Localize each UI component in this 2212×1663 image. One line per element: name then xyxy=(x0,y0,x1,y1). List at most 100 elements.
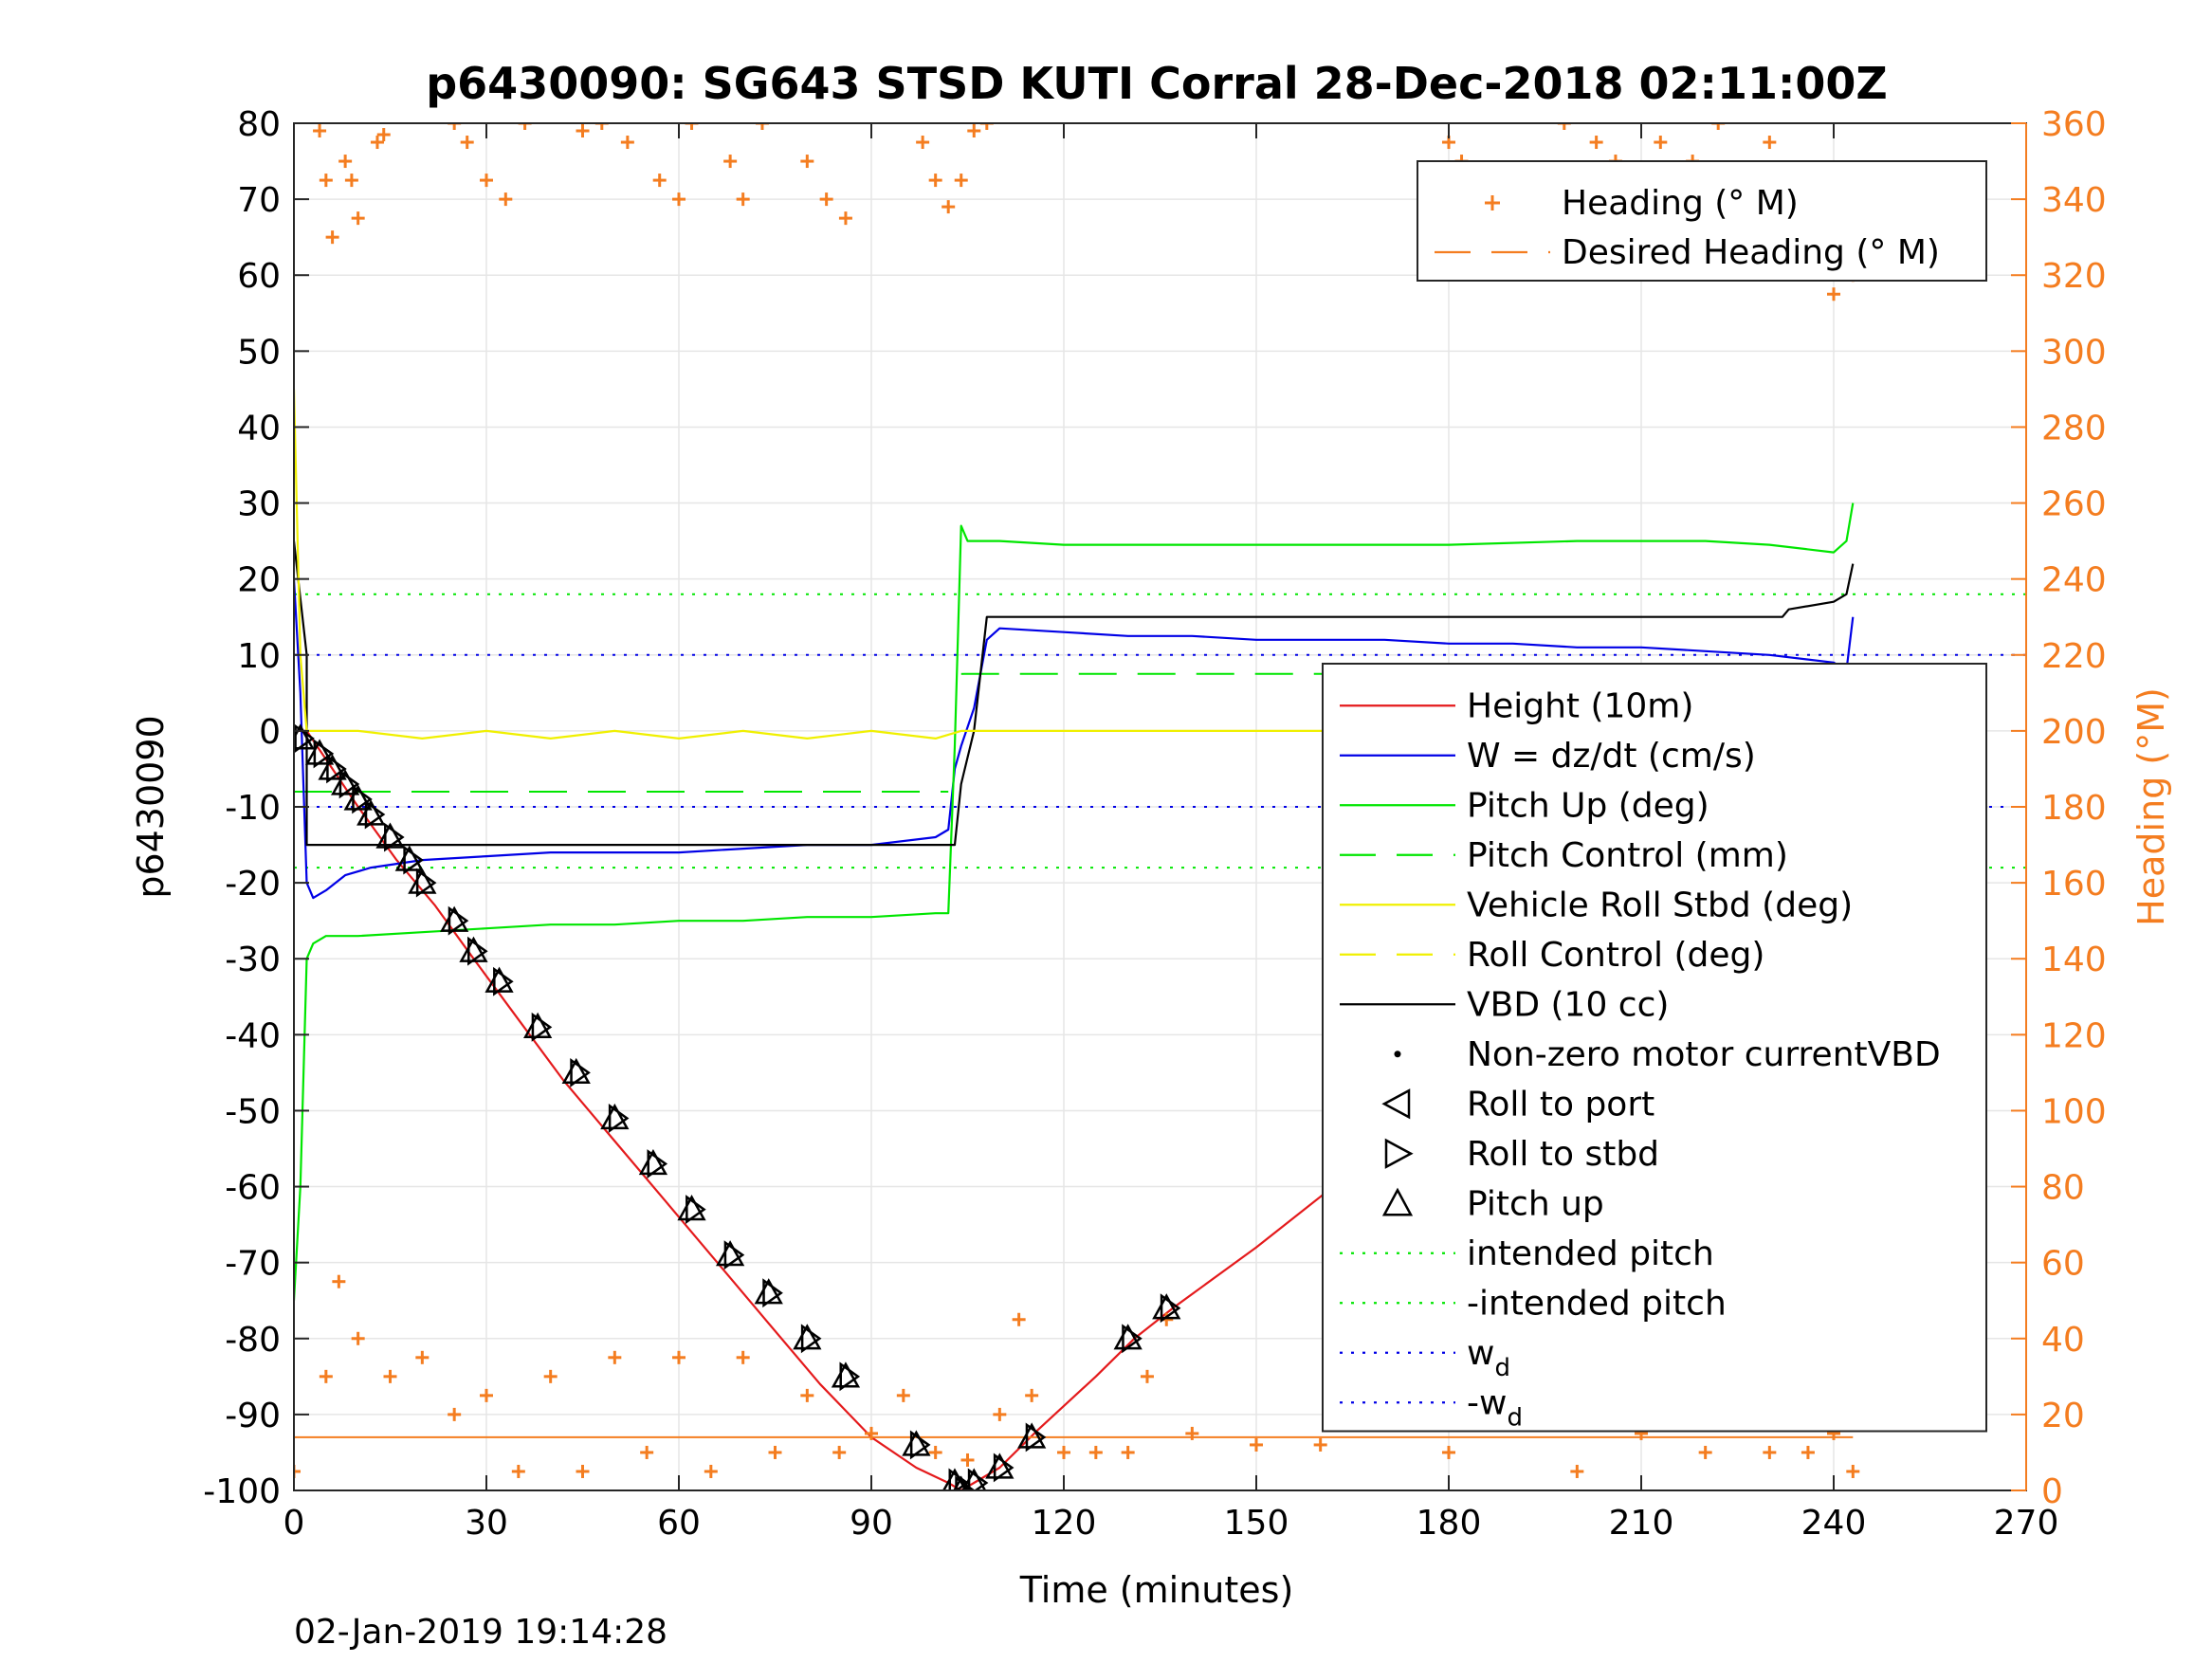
legend-label-text: Roll to stbd xyxy=(1467,1135,1659,1174)
heading-point xyxy=(480,1388,493,1402)
y-tick-label: -60 xyxy=(225,1169,281,1208)
roll-stbd-marker xyxy=(723,1240,745,1270)
heading-point xyxy=(755,123,769,130)
y-tick-label: 80 xyxy=(237,105,281,144)
y2-tick-label: 60 xyxy=(2041,1245,2085,1284)
legend-label: -wd xyxy=(1467,1383,1523,1432)
heading-point xyxy=(800,155,814,169)
y2-tick-label: 300 xyxy=(2041,333,2107,372)
heading-point xyxy=(685,123,699,130)
heading-point xyxy=(608,1350,622,1364)
heading-point xyxy=(652,174,667,188)
legend-swatch xyxy=(1384,1138,1414,1169)
roll-stbd-marker xyxy=(948,1468,970,1490)
legend-label-text: Height (10m) xyxy=(1467,686,1693,725)
heading-point xyxy=(376,128,391,142)
legend-label-text: Pitch up xyxy=(1467,1184,1604,1223)
heading-point xyxy=(704,1464,718,1478)
legend-swatch xyxy=(1381,1088,1411,1120)
legend-label: Desired Heading (° M) xyxy=(1562,233,1940,272)
heading-point xyxy=(723,155,738,169)
x-tick-label: 0 xyxy=(283,1504,305,1543)
legend-label-text: w xyxy=(1467,1334,1494,1373)
roll-stbd-marker xyxy=(955,1475,976,1490)
heading-point xyxy=(351,1331,365,1345)
heading-point xyxy=(1654,136,1668,150)
y2-tick-label: 100 xyxy=(2041,1092,2107,1131)
legend-label: -intended pitch xyxy=(1467,1284,1727,1323)
y2-axis-label: Heading (°M) xyxy=(2130,687,2172,926)
legend-label-text: -intended pitch xyxy=(1467,1284,1727,1323)
x-tick-label: 180 xyxy=(1417,1504,1482,1543)
heading-point xyxy=(499,192,513,207)
legend-label: Roll to port xyxy=(1467,1085,1654,1124)
y2-tick-label: 0 xyxy=(2041,1472,2063,1511)
heading-point xyxy=(800,1388,814,1402)
heading-point xyxy=(1025,1388,1039,1402)
legend-label: W = dz/dt (cm/s) xyxy=(1467,737,1756,776)
y-tick-label: 50 xyxy=(237,333,281,372)
y2-tick-label: 140 xyxy=(2041,941,2107,979)
y2-tick-label: 180 xyxy=(2041,789,2107,828)
legend-label: VBD (10 cc) xyxy=(1467,985,1669,1024)
x-tick-label: 90 xyxy=(850,1504,893,1543)
legend-top-box xyxy=(1417,160,1987,282)
roll-stbd-marker xyxy=(839,1361,861,1392)
legend-label-text: Vehicle Roll Stbd (deg) xyxy=(1467,886,1853,924)
heading-point xyxy=(576,1464,590,1478)
heading-point xyxy=(768,1445,782,1459)
roll-stbd-marker xyxy=(384,822,405,852)
heading-point xyxy=(967,124,981,138)
heading-point xyxy=(594,123,609,130)
heading-point xyxy=(415,1350,430,1364)
heading-point xyxy=(916,136,930,150)
roll-stbd-marker xyxy=(762,1278,783,1308)
y-tick-label: -90 xyxy=(225,1397,281,1435)
x-tick-label: 150 xyxy=(1224,1504,1289,1543)
x-tick-label: 240 xyxy=(1801,1504,1867,1543)
roll-stbd-marker xyxy=(531,1012,553,1042)
roll-stbd-marker xyxy=(326,754,347,784)
y-tick-label: -10 xyxy=(225,789,281,828)
heading-point xyxy=(1827,287,1840,302)
legend-label-text: Non-zero motor currentVBD xyxy=(1467,1035,1941,1074)
heading-point xyxy=(941,200,956,214)
y2-tick-label: 340 xyxy=(2041,181,2107,220)
axes-layer: 0 30 60 90 120 150 180 210 240 270 80 70 60 50 40 30 20 1… xyxy=(203,105,2106,1543)
heading-point xyxy=(672,192,686,207)
legend-label-subscript: d xyxy=(1494,1354,1510,1382)
x-tick-label: 270 xyxy=(1994,1504,2059,1543)
legend-label: Pitch up xyxy=(1467,1184,1604,1223)
heading-point xyxy=(1557,123,1571,130)
y-tick-label: 60 xyxy=(237,257,281,296)
x-tick-label: 210 xyxy=(1609,1504,1674,1543)
roll-stbd-marker xyxy=(415,868,437,898)
legend-label-text: Pitch Up (deg) xyxy=(1467,786,1709,825)
legend-label: Pitch Control (mm) xyxy=(1467,836,1788,875)
legend-label: Height (10m) xyxy=(1467,686,1693,725)
legend-label-subscript: d xyxy=(1507,1403,1523,1432)
heading-point xyxy=(319,174,333,188)
y2-tick-label: 260 xyxy=(2041,485,2107,524)
legend-label-text: intended pitch xyxy=(1467,1234,1714,1273)
heading-point xyxy=(370,136,384,150)
heading-point xyxy=(1012,1312,1026,1326)
heading-point xyxy=(1185,1426,1199,1440)
legend-swatch xyxy=(1394,1051,1401,1058)
roll-stbd-marker xyxy=(352,784,373,814)
heading-point xyxy=(672,1350,686,1364)
heading-point xyxy=(1088,1445,1103,1459)
roll-stbd-marker xyxy=(608,1104,630,1133)
y2-tick-label: 240 xyxy=(2041,561,2107,600)
heading-point xyxy=(1801,1445,1815,1459)
heading-point xyxy=(543,1369,558,1383)
y2-tick-label: 280 xyxy=(2041,409,2107,448)
roll-stbd-marker xyxy=(467,936,488,966)
x-tick-label: 120 xyxy=(1032,1504,1097,1543)
heading-point xyxy=(344,174,358,188)
heading-point xyxy=(928,1445,942,1459)
roll-stbd-marker xyxy=(686,1195,706,1225)
legend-label: Vehicle Roll Stbd (deg) xyxy=(1467,886,1853,924)
series-line-3 xyxy=(294,540,1855,847)
